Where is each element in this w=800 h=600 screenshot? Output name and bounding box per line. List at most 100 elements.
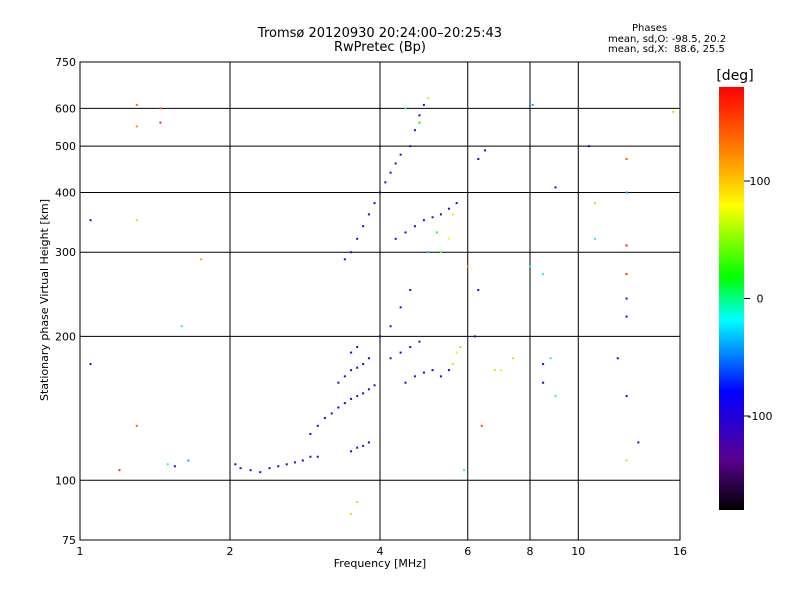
data-point: [431, 216, 434, 219]
axis-ticks: 1 2 4 6 8 10 16 75 100 200 300 400 500 600 750: [55, 56, 687, 558]
data-point: [200, 258, 203, 261]
data-point: [301, 459, 304, 462]
data-point: [362, 363, 365, 366]
x-tick-label: 8: [527, 545, 534, 558]
data-point: [593, 237, 596, 240]
data-point: [451, 363, 454, 366]
colorbar-tick-label: 100: [750, 175, 771, 188]
data-point: [418, 114, 421, 117]
data-point: [394, 162, 397, 165]
data-point: [473, 335, 476, 338]
y-tick-label: 750: [55, 56, 76, 69]
data-point: [625, 459, 628, 462]
data-point: [356, 346, 359, 349]
data-point: [394, 237, 397, 240]
data-point: [427, 251, 430, 254]
data-point: [166, 463, 169, 466]
data-point: [399, 351, 402, 354]
data-point: [435, 231, 438, 234]
data-point: [422, 219, 425, 222]
data-point: [409, 289, 412, 292]
data-point: [672, 110, 675, 113]
data-point: [404, 381, 407, 384]
data-point: [616, 357, 619, 360]
data-point: [399, 153, 402, 156]
phases-x-line: mean, sd,X: 88.6, 25.5: [608, 44, 725, 55]
data-point: [343, 258, 346, 261]
y-tick-label: 75: [62, 534, 76, 547]
data-point: [309, 432, 312, 435]
data-point: [500, 369, 503, 372]
data-point: [549, 357, 552, 360]
data-point: [259, 471, 262, 474]
data-point: [135, 125, 138, 128]
data-point: [356, 501, 359, 504]
scatter-points: [89, 97, 675, 516]
data-point: [135, 219, 138, 222]
data-point: [323, 416, 326, 419]
data-point: [531, 103, 534, 106]
data-point: [512, 357, 515, 360]
data-point: [447, 369, 450, 372]
data-point: [625, 244, 628, 247]
data-point: [350, 251, 353, 254]
data-point: [477, 289, 480, 292]
x-axis-title: Frequency [MHz]: [334, 557, 426, 570]
x-tick-label: 4: [377, 545, 384, 558]
data-point: [356, 366, 359, 369]
data-point: [343, 402, 346, 405]
y-tick-label: 300: [55, 246, 76, 259]
x-tick-label: 10: [571, 545, 585, 558]
data-point: [439, 213, 442, 216]
data-point: [89, 219, 92, 222]
x-tick-label: 6: [464, 545, 471, 558]
data-point: [350, 351, 353, 354]
data-point: [367, 388, 370, 391]
data-point: [625, 315, 628, 318]
data-point: [367, 357, 370, 360]
data-point: [529, 265, 531, 268]
data-point: [422, 371, 425, 374]
data-point: [362, 444, 365, 447]
data-point: [418, 121, 421, 124]
data-point: [239, 467, 242, 470]
y-tick-label: 100: [55, 474, 76, 487]
data-point: [484, 149, 487, 152]
data-point: [159, 121, 162, 124]
data-point: [409, 145, 412, 148]
data-point: [316, 424, 319, 427]
data-point: [350, 397, 353, 400]
colorbar-tick-label: 0: [757, 293, 764, 306]
y-axis-title: Stationary phase Virtual Height [km]: [38, 199, 51, 401]
data-point: [173, 465, 176, 468]
data-point: [625, 395, 628, 398]
data-point: [316, 455, 319, 458]
data-point: [418, 340, 421, 343]
data-point: [625, 297, 628, 300]
data-point: [356, 237, 359, 240]
colorbar-ticks: 100 0 -100: [744, 175, 772, 423]
data-point: [463, 469, 466, 472]
y-tick-label: 600: [55, 102, 76, 115]
data-point: [330, 412, 333, 415]
y-tick-label: 500: [55, 140, 76, 153]
data-point: [447, 207, 450, 210]
data-point: [373, 202, 376, 205]
data-point: [404, 107, 407, 110]
data-point: [337, 381, 340, 384]
data-point: [285, 463, 288, 466]
data-point: [554, 186, 557, 189]
data-point: [625, 273, 628, 276]
data-point: [135, 424, 138, 427]
data-point: [350, 369, 353, 372]
data-point: [542, 363, 545, 366]
data-point: [427, 97, 430, 100]
data-point: [439, 375, 442, 378]
data-point: [404, 231, 407, 234]
data-point: [493, 369, 496, 372]
data-point: [362, 392, 365, 395]
data-point: [293, 461, 296, 464]
data-point: [350, 450, 353, 453]
y-tick-label: 400: [55, 186, 76, 199]
